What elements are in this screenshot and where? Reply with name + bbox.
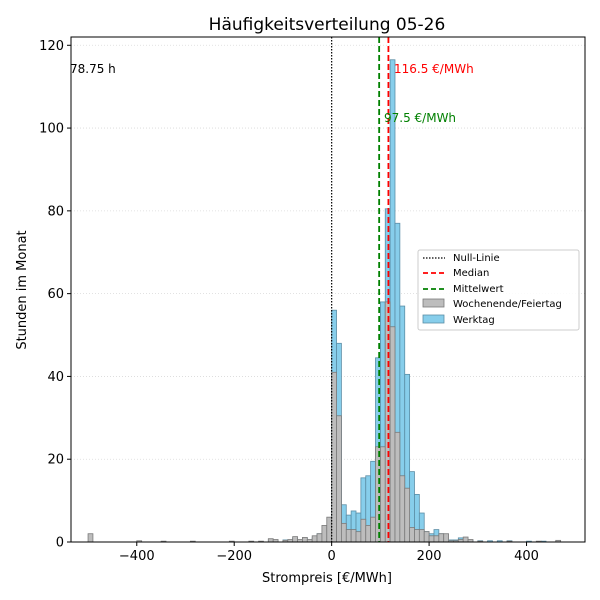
legend-null-line-label: Null-Linie (453, 253, 500, 264)
legend-workday-label: Werktag (453, 315, 495, 326)
y-tick-label: 0 (56, 536, 64, 551)
y-tick-label: 80 (47, 204, 64, 219)
weekend-bar (379, 446, 386, 543)
weekend-bar (428, 535, 435, 543)
weekend-bar (331, 371, 337, 543)
legend-weekend-swatch (422, 298, 445, 308)
y-tick-label: 60 (47, 287, 64, 302)
weekend-bar (418, 529, 425, 543)
weekend-bar (462, 536, 469, 543)
axis-ticks: −400 −200 0 200 400 0 20 40 60 80 100 120 (39, 39, 539, 564)
weekend-bar (302, 537, 308, 543)
weekend-bar (438, 533, 445, 543)
weekend-bar (370, 516, 376, 543)
weekend-bar (336, 415, 342, 543)
x-tick-label: 400 (514, 549, 539, 564)
negative-hours-annotation: 78.75 h (70, 62, 116, 76)
y-axis-label: Stunden im Monat (15, 230, 30, 349)
legend-box (417, 249, 580, 331)
x-tick-label: −400 (119, 549, 155, 564)
mean-annotation: 97.5 €/MWh (384, 111, 456, 125)
weekend-bar (360, 518, 367, 543)
y-tick-label: 120 (39, 39, 64, 54)
x-axis-label: Strompreis [€/MWh] (262, 571, 392, 586)
legend: Null-Linie Median Mittelwert Wochenende/… (417, 249, 580, 331)
weekend-bar (340, 522, 347, 543)
y-tick-label: 40 (47, 370, 64, 385)
weekend-bar (443, 533, 449, 543)
weekend-bar (409, 527, 415, 543)
weekend-bar (345, 529, 352, 543)
legend-mean-label: Mittelwert (453, 284, 504, 295)
y-tick-label: 100 (39, 122, 64, 137)
weekend-bar (316, 533, 323, 543)
legend-median-label: Median (453, 268, 489, 279)
legend-weekend-label: Wochenende/Feiertag (453, 299, 562, 310)
weekend-bar (414, 529, 420, 543)
x-tick-label: 0 (328, 549, 336, 564)
x-tick-label: 200 (417, 549, 442, 564)
weekend-bar (389, 326, 396, 543)
legend-workday-swatch (422, 314, 445, 324)
weekend-bar (321, 525, 328, 543)
weekend-bar (399, 475, 406, 543)
plot-frame (70, 36, 586, 543)
weekend-bar (365, 525, 372, 543)
weekend-bar (355, 531, 362, 543)
weekend-bar (350, 529, 357, 543)
weekend-bar (87, 533, 94, 543)
weekend-bar (404, 487, 411, 543)
x-tick-label: −200 (216, 549, 252, 564)
weekend-bar (292, 536, 298, 543)
y-tick-label: 20 (47, 453, 64, 468)
median-annotation: 116.5 €/MWh (394, 62, 474, 76)
weekend-bar (433, 535, 440, 543)
weekend-bar (326, 516, 333, 543)
weekend-bar (311, 535, 318, 543)
reference-lines (331, 37, 390, 542)
weekend-bar (423, 531, 430, 543)
chart-title: Häufigkeitsverteilung 05-26 (209, 15, 446, 35)
weekend-bar (394, 431, 401, 543)
